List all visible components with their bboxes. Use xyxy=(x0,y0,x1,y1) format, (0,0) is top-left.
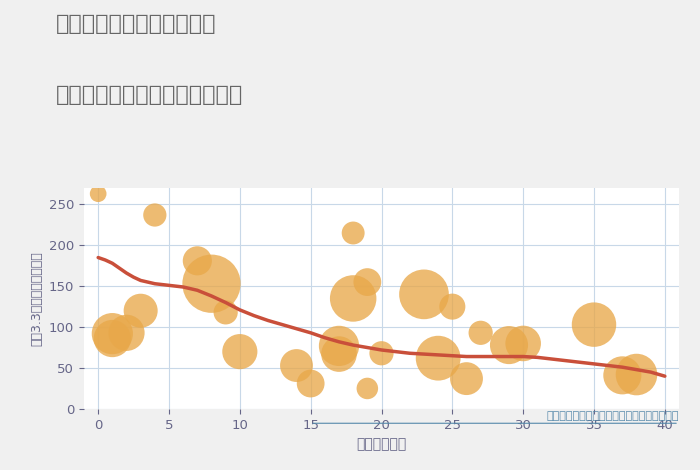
Point xyxy=(206,280,217,288)
Point xyxy=(149,211,160,219)
Point xyxy=(503,341,514,349)
Point xyxy=(106,335,118,342)
Point xyxy=(589,321,600,329)
Point xyxy=(92,190,104,197)
Point xyxy=(461,375,472,383)
Point xyxy=(362,384,373,392)
Point xyxy=(376,350,387,357)
Point xyxy=(333,342,344,350)
Point xyxy=(631,371,642,378)
Point xyxy=(517,340,528,347)
Point xyxy=(121,329,132,337)
X-axis label: 築年数（年）: 築年数（年） xyxy=(356,437,407,451)
Point xyxy=(617,372,628,379)
Text: 兵庫県豊岡市日高町日置の: 兵庫県豊岡市日高町日置の xyxy=(56,14,216,34)
Point xyxy=(433,354,444,362)
Point xyxy=(106,330,118,337)
Point xyxy=(220,309,231,316)
Text: 円の大きさは、取引のあった物件面積を示す: 円の大きさは、取引のあった物件面積を示す xyxy=(547,411,679,421)
Point xyxy=(135,307,146,314)
Text: 築年数別中古マンション坪単価: 築年数別中古マンション坪単価 xyxy=(56,85,244,105)
Point xyxy=(291,362,302,369)
Point xyxy=(348,295,359,302)
Y-axis label: 坪（3.3㎡）単価（万円）: 坪（3.3㎡）単価（万円） xyxy=(30,251,43,346)
Point xyxy=(348,229,359,237)
Point xyxy=(192,257,203,265)
Point xyxy=(333,350,344,358)
Point xyxy=(362,278,373,286)
Point xyxy=(475,329,486,337)
Point xyxy=(305,380,316,387)
Point xyxy=(447,303,458,310)
Point xyxy=(419,290,430,298)
Point xyxy=(234,348,246,355)
